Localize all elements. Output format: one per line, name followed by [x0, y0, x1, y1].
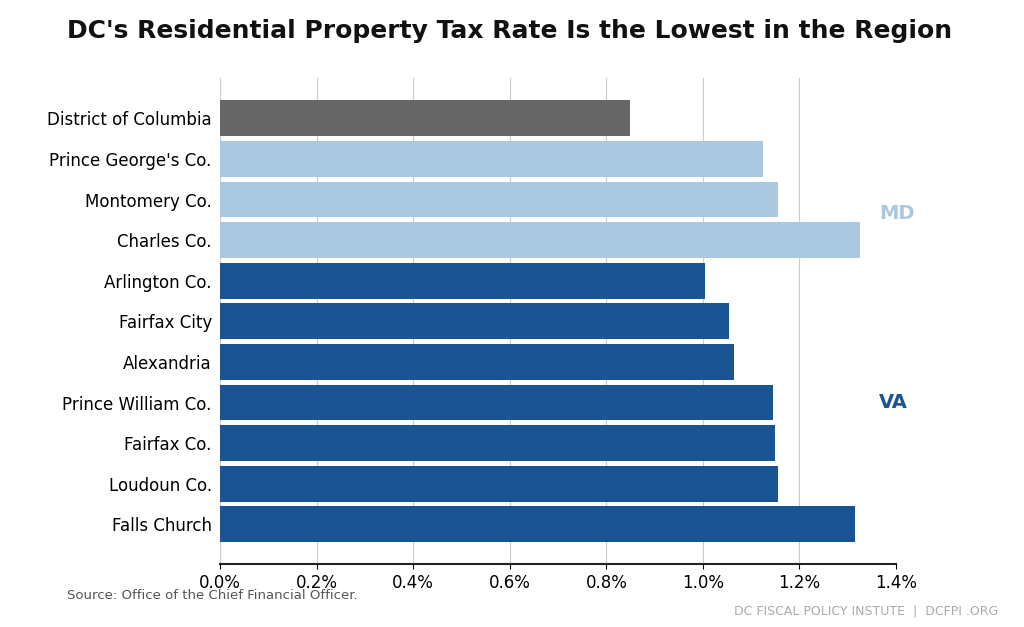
Bar	[220, 141, 763, 177]
Text: MD: MD	[879, 204, 914, 223]
Bar	[220, 507, 855, 542]
Bar	[220, 182, 778, 218]
Bar	[220, 100, 631, 136]
Text: Source: Office of the Chief Financial Officer.: Source: Office of the Chief Financial Of…	[67, 589, 357, 602]
Text: DC's Residential Property Tax Rate Is the Lowest in the Region: DC's Residential Property Tax Rate Is th…	[67, 19, 951, 43]
Text: DC FISCAL POLICY INSTUTE  |  DCFPI .ORG: DC FISCAL POLICY INSTUTE | DCFPI .ORG	[734, 604, 998, 618]
Bar	[220, 303, 729, 339]
Text: VA: VA	[879, 393, 908, 412]
Bar	[220, 466, 778, 502]
Bar	[220, 222, 860, 258]
Bar	[220, 263, 706, 298]
Bar	[220, 385, 773, 421]
Bar	[220, 425, 775, 461]
Bar	[220, 344, 734, 380]
